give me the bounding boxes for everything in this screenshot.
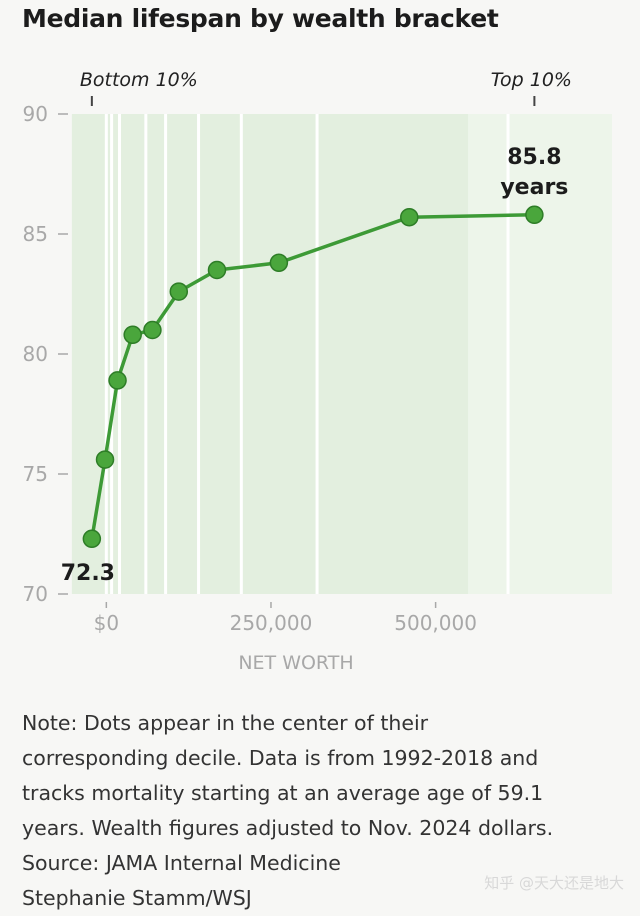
y-tick-label: 80 [23, 342, 48, 366]
data-point [108, 371, 127, 390]
series-line [90, 213, 535, 540]
x-tick-label: 250,000 [230, 611, 313, 635]
note-line: years. Wealth figures adjusted to Nov. 2… [22, 816, 554, 840]
data-point [207, 260, 227, 280]
data-point [269, 253, 289, 273]
x-tick-label: 500,000 [394, 611, 477, 635]
y-tick-label: 75 [23, 462, 48, 486]
watermark: 知乎 @天大还是地大 [484, 874, 624, 892]
data-point [82, 529, 102, 549]
note-line: corresponding decile. Data is from 1992-… [22, 746, 539, 770]
chart-note: Note: Dots appear in the center of their… [22, 706, 622, 916]
bottom-decile-label: Bottom 10% [80, 69, 198, 91]
y-axis: 90 85 80 75 70 [23, 102, 68, 606]
credit-line: Stephanie Stamm/WSJ [22, 886, 252, 910]
annotations: 72.3 85.8 years [61, 145, 569, 586]
y-tick-label: 90 [23, 102, 48, 126]
y-tick-label: 70 [23, 582, 48, 606]
data-label: 85.8 [507, 145, 561, 170]
x-axis-label: NET WORTH [238, 652, 353, 674]
x-axis: $0 250,000 500,000 [94, 602, 477, 635]
plot-background-fade [468, 114, 612, 594]
chart-canvas: 90 85 80 75 70 $0 250,000 500,000 Bottom 10% To… [23, 69, 613, 674]
decile-bands [71, 114, 613, 594]
data-point [525, 205, 544, 225]
data-point [123, 325, 142, 345]
data-label: 72.3 [61, 561, 115, 586]
note-line: tracks mortality starting at an average … [22, 781, 544, 805]
data-label-unit: years [500, 175, 568, 200]
y-tick-label: 85 [23, 222, 48, 246]
series-layer [82, 205, 544, 549]
note-line: Note: Dots appear in the center of their [22, 711, 429, 735]
source-line: Source: JAMA Internal Medicine [22, 851, 341, 875]
top-decile-label: Top 10% [491, 69, 572, 91]
x-tick-label: $0 [94, 611, 119, 635]
data-point [143, 320, 162, 340]
data-point [400, 207, 419, 227]
chart-title: Median lifespan by wealth bracket [22, 4, 499, 33]
top-decile-labels: Bottom 10% Top 10% [80, 69, 572, 106]
data-point [95, 450, 115, 469]
data-point [169, 282, 189, 301]
